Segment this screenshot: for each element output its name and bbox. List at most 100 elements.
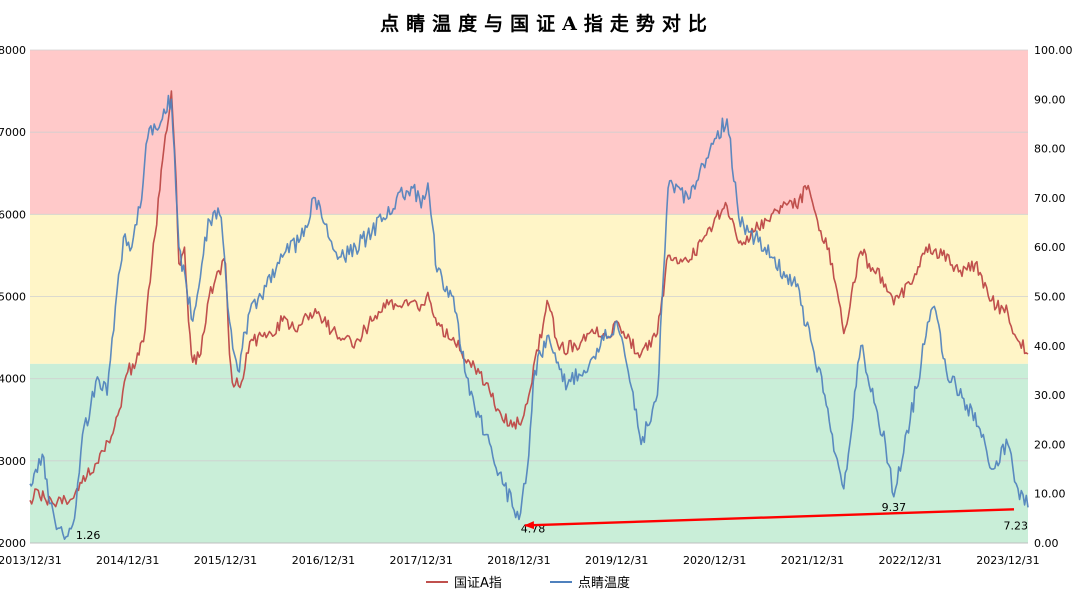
series-0-point-80	[910, 284, 911, 285]
series-1-point-68	[843, 488, 844, 489]
annotation-label-3: 7.23	[1004, 519, 1029, 532]
series-0-point-24	[200, 353, 201, 354]
series-1-point-58	[714, 138, 715, 139]
series-1-point-13	[131, 247, 132, 248]
y-right-tick-label: 70.00	[1034, 192, 1066, 205]
series-0-point-38	[355, 341, 356, 342]
series-0-point-65	[726, 206, 727, 207]
series-0-point-85	[991, 300, 992, 301]
y-left-tick-label: 3000	[0, 455, 26, 468]
series-0-point-77	[869, 263, 870, 264]
series-0-point-83	[958, 271, 959, 272]
series-0-point-36	[323, 321, 324, 322]
series-0-point-78	[885, 284, 886, 285]
series-0-point-31	[249, 341, 250, 342]
series-0-point-47	[486, 382, 487, 383]
series-1-point-40	[453, 296, 454, 297]
series-0-point-53	[559, 349, 560, 350]
series-1-point-4	[58, 528, 59, 529]
x-tick-label: 2019/12/31	[585, 554, 648, 567]
y-right-tick-label: 60.00	[1034, 241, 1066, 254]
series-1-point-78	[983, 434, 984, 435]
legend: 国证A指 点睛温度	[426, 575, 630, 591]
series-1-point-16	[155, 128, 156, 129]
x-tick-label: 2013/12/31	[0, 554, 62, 567]
series-1-point-36	[412, 187, 413, 188]
series-1-point-54	[657, 395, 658, 396]
series-1-point-62	[771, 257, 772, 258]
y-left-tick-label: 7000	[0, 126, 26, 139]
series-0-point-84	[975, 263, 976, 264]
series-0-point-59	[641, 353, 642, 354]
legend-label-1: 点睛温度	[578, 575, 630, 591]
chart-title: 点睛温度与国证A指走势对比	[380, 12, 714, 35]
series-0-point-60	[657, 333, 658, 334]
series-0-point-30	[241, 381, 242, 382]
series-1-point-79	[991, 469, 992, 470]
series-1-point-3	[49, 503, 50, 504]
series-1-point-15	[147, 138, 148, 139]
series-1-point-63	[783, 271, 784, 272]
series-1-point-34	[371, 232, 372, 233]
series-0-point-41	[404, 300, 405, 301]
y-left-tick-label: 6000	[0, 208, 26, 221]
y-right-tick-label: 90.00	[1034, 93, 1066, 106]
series-0-point-70	[796, 206, 797, 207]
y-left-tick-label: 4000	[0, 373, 26, 386]
series-1-point-2	[42, 454, 43, 455]
series-0-point-49	[518, 423, 519, 424]
series-1-point-14	[140, 207, 141, 208]
series-1-point-52	[624, 355, 625, 356]
series-0-point-32	[266, 337, 267, 338]
series-1-point-39	[436, 271, 437, 272]
series-1-point-77	[966, 404, 967, 405]
series-1-point-24	[229, 321, 230, 322]
series-1-point-69	[860, 345, 861, 346]
series-0-point-21	[184, 247, 185, 248]
series-1-point-17	[163, 109, 164, 110]
series-1-point-37	[421, 207, 422, 208]
series-0-point-66	[738, 243, 739, 244]
series-0-point-55	[592, 329, 593, 330]
series-0-point-20	[178, 263, 179, 264]
series-1-point-61	[755, 237, 756, 238]
series-1-point-12	[123, 237, 124, 238]
series-0-point-67	[755, 230, 756, 231]
series-1-point-25	[237, 370, 238, 371]
series-1-point-41	[469, 395, 470, 396]
series-1-point-27	[266, 286, 267, 287]
series-0-point-33	[282, 321, 283, 322]
series-0-point-46	[469, 362, 470, 363]
series-1-point-82	[1027, 507, 1028, 508]
series-1-point-74	[925, 335, 926, 336]
band-1	[30, 214, 1028, 364]
x-tick-label: 2014/12/31	[96, 554, 159, 567]
series-0-point-88	[1027, 353, 1028, 354]
x-axis: 2013/12/31 2014/12/31 2015/12/31 2016/12/31…	[0, 542, 1040, 567]
series-0-point-34	[298, 325, 299, 326]
x-tick-label: 2017/12/31	[390, 554, 453, 567]
series-1-point-9	[99, 380, 100, 381]
series-0-point-75	[843, 333, 844, 334]
series-1-point-50	[600, 345, 601, 346]
series-0-point-40	[388, 304, 389, 305]
series-0-point-42	[421, 304, 422, 305]
series-1-point-38	[427, 183, 428, 184]
series-1-point-32	[339, 257, 340, 258]
x-tick-label: 2018/12/31	[487, 554, 550, 567]
series-1-point-11	[115, 306, 116, 307]
series-0-point-63	[706, 234, 707, 235]
series-0-point-68	[771, 214, 772, 215]
y-right-tick-label: 100.00	[1034, 44, 1073, 57]
series-1-point-70	[869, 385, 870, 386]
series-0-point-82	[942, 255, 943, 256]
series-0-point-50	[527, 403, 528, 404]
x-tick-label: 2022/12/31	[878, 554, 941, 567]
y-right-tick-label: 30.00	[1034, 389, 1066, 402]
series-1-point-71	[885, 444, 886, 445]
series-0-point-48	[502, 419, 503, 420]
series-1-point-0	[29, 483, 30, 484]
series-0-point-4	[62, 503, 63, 504]
series-1-point-22	[213, 212, 214, 213]
